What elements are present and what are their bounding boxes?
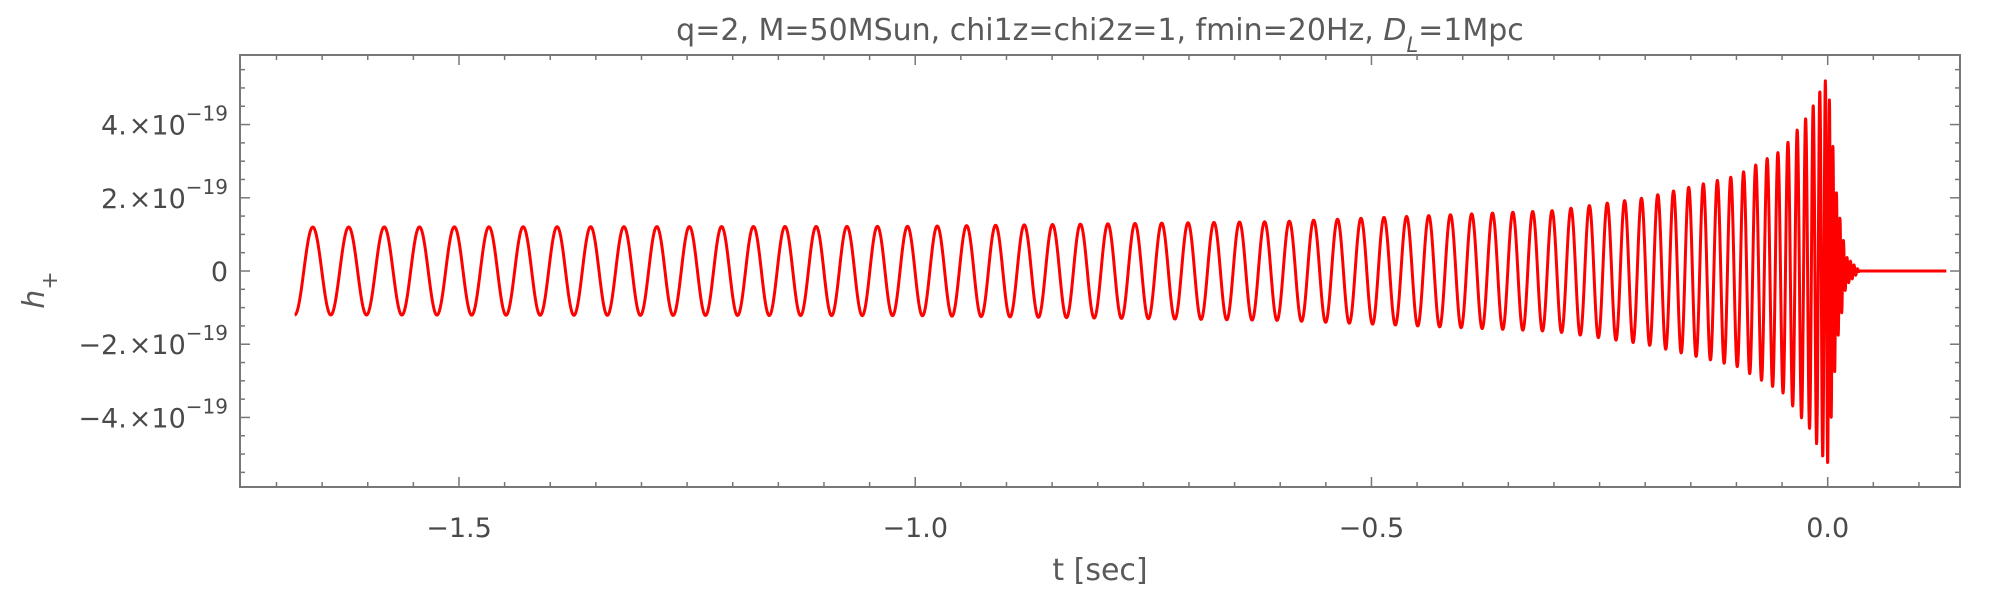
- x-tick-label: −0.5: [1339, 513, 1405, 544]
- series-line: [293, 79, 1948, 465]
- y-tick-label: 0: [211, 257, 228, 288]
- y-tick-label: 2.×10−19: [101, 175, 228, 215]
- y-tick-label: 4.×10−19: [101, 102, 228, 142]
- tick-marks: [240, 55, 1960, 487]
- chart-title-dl-subscript: L: [1406, 33, 1418, 57]
- chart-title: q=2, M=50MSun, chi1z=chi2z=1, fmin=20Hz,…: [676, 13, 1524, 57]
- y-tick-label: −2.×10−19: [78, 321, 228, 361]
- y-axis-label: h+: [17, 271, 63, 308]
- y-tick-label: −4.×10−19: [78, 394, 228, 434]
- x-axis-label: t [sec]: [1052, 553, 1147, 588]
- x-tick-label: 0.0: [1806, 513, 1849, 544]
- x-tick-labels: −1.5 −1.0 −0.5 0.0: [426, 513, 1849, 544]
- chart-title-prefix: q=2, M=50MSun, chi1z=chi2z=1, fmin=20Hz,: [676, 13, 1383, 48]
- chart-title-dl-value: =1Mpc: [1418, 13, 1524, 48]
- x-tick-label: −1.0: [882, 513, 948, 544]
- chart-title-dl-symbol: D: [1383, 13, 1406, 48]
- y-tick-labels: 4.×10−19 2.×10−19 0 −2.×10−19 −4.×10−19: [78, 102, 228, 435]
- x-tick-label: −1.5: [426, 513, 492, 544]
